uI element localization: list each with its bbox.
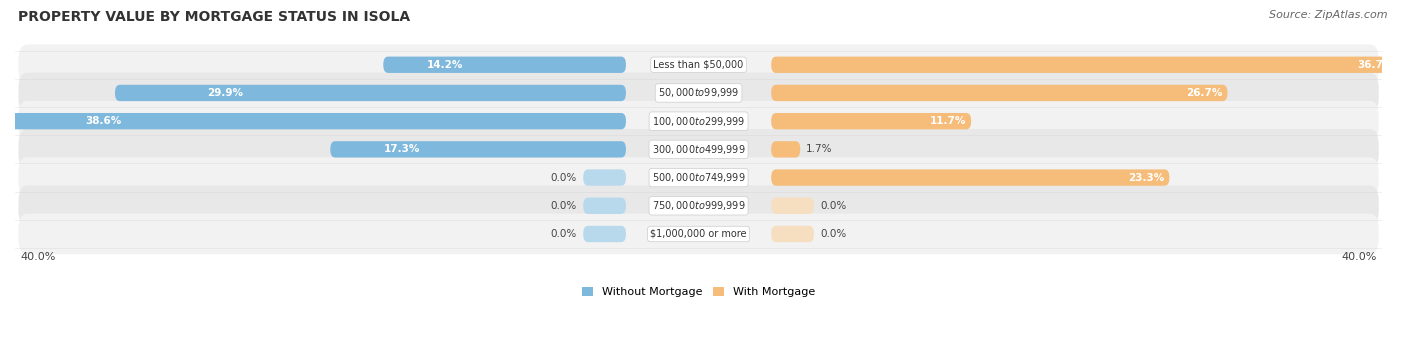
FancyBboxPatch shape	[330, 141, 626, 157]
Text: 1.7%: 1.7%	[806, 144, 832, 154]
Text: 0.0%: 0.0%	[550, 201, 576, 211]
FancyBboxPatch shape	[115, 85, 626, 101]
Text: $750,000 to $999,999: $750,000 to $999,999	[652, 199, 745, 212]
Text: $1,000,000 or more: $1,000,000 or more	[651, 229, 747, 239]
FancyBboxPatch shape	[772, 198, 814, 214]
Text: 0.0%: 0.0%	[550, 229, 576, 239]
FancyBboxPatch shape	[583, 169, 626, 186]
FancyBboxPatch shape	[18, 129, 1379, 170]
Text: 38.6%: 38.6%	[84, 116, 121, 126]
Text: 17.3%: 17.3%	[384, 144, 420, 154]
Text: 23.3%: 23.3%	[1128, 173, 1164, 183]
Text: 11.7%: 11.7%	[929, 116, 966, 126]
FancyBboxPatch shape	[772, 226, 814, 242]
Text: Source: ZipAtlas.com: Source: ZipAtlas.com	[1270, 10, 1388, 20]
Text: 14.2%: 14.2%	[427, 60, 464, 70]
FancyBboxPatch shape	[772, 56, 1399, 73]
Text: 36.7%: 36.7%	[1357, 60, 1393, 70]
FancyBboxPatch shape	[18, 45, 1379, 85]
FancyBboxPatch shape	[772, 141, 800, 157]
Legend: Without Mortgage, With Mortgage: Without Mortgage, With Mortgage	[578, 283, 820, 302]
Text: 0.0%: 0.0%	[821, 201, 846, 211]
Text: $100,000 to $299,999: $100,000 to $299,999	[652, 115, 745, 128]
Text: 26.7%: 26.7%	[1187, 88, 1222, 98]
FancyBboxPatch shape	[772, 85, 1227, 101]
FancyBboxPatch shape	[18, 157, 1379, 198]
FancyBboxPatch shape	[18, 73, 1379, 113]
Text: Less than $50,000: Less than $50,000	[654, 60, 744, 70]
Text: PROPERTY VALUE BY MORTGAGE STATUS IN ISOLA: PROPERTY VALUE BY MORTGAGE STATUS IN ISO…	[18, 10, 411, 24]
FancyBboxPatch shape	[0, 113, 626, 129]
Text: 40.0%: 40.0%	[1341, 252, 1376, 262]
FancyBboxPatch shape	[18, 185, 1379, 226]
Text: $50,000 to $99,999: $50,000 to $99,999	[658, 86, 740, 100]
FancyBboxPatch shape	[583, 198, 626, 214]
Text: 0.0%: 0.0%	[821, 229, 846, 239]
FancyBboxPatch shape	[583, 226, 626, 242]
Text: $500,000 to $749,999: $500,000 to $749,999	[652, 171, 745, 184]
Text: 40.0%: 40.0%	[20, 252, 55, 262]
FancyBboxPatch shape	[18, 214, 1379, 254]
Text: 0.0%: 0.0%	[550, 173, 576, 183]
FancyBboxPatch shape	[772, 169, 1170, 186]
FancyBboxPatch shape	[18, 101, 1379, 141]
FancyBboxPatch shape	[772, 113, 972, 129]
Text: 29.9%: 29.9%	[207, 88, 243, 98]
Text: $300,000 to $499,999: $300,000 to $499,999	[652, 143, 745, 156]
FancyBboxPatch shape	[384, 56, 626, 73]
